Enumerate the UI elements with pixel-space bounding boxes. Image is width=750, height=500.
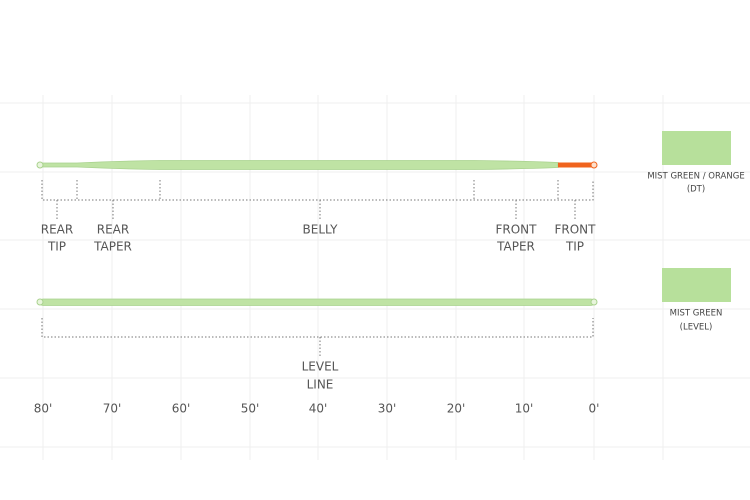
axis-label: 50' (241, 402, 260, 416)
section-label: TIP (565, 240, 584, 254)
axis-label: 40' (309, 402, 328, 416)
swatch-label: MIST GREEN (670, 309, 723, 319)
axis-label: 20' (447, 402, 466, 416)
section-label: TAPER (93, 240, 132, 254)
color-swatch (662, 131, 731, 165)
background-grid (0, 95, 750, 460)
section-label: FRONT (555, 223, 597, 237)
section-label: LEVEL (302, 360, 339, 374)
section-label: REAR (97, 223, 129, 237)
dt-brackets (41, 180, 594, 220)
section-label: BELLY (303, 223, 339, 237)
section-label: TIP (47, 240, 66, 254)
swatch-sublabel: (DT) (687, 185, 705, 195)
axis-label: 30' (378, 402, 397, 416)
section-label: TAPER (496, 240, 535, 254)
axis-label: 10' (515, 402, 534, 416)
dt-line (36, 160, 598, 170)
axis-label: 0' (589, 402, 600, 416)
swatch-sublabel: (LEVEL) (680, 323, 713, 333)
axis-label: 70' (103, 402, 122, 416)
axis-label: 60' (172, 402, 191, 416)
swatch-label: MIST GREEN / ORANGE (647, 172, 744, 182)
level-line (36, 298, 598, 306)
section-label: LINE (307, 378, 334, 392)
section-label: REAR (41, 223, 73, 237)
section-label: FRONT (496, 223, 538, 237)
level-bracket (41, 318, 594, 357)
axis-label: 80' (34, 402, 53, 416)
color-swatch (662, 268, 731, 302)
